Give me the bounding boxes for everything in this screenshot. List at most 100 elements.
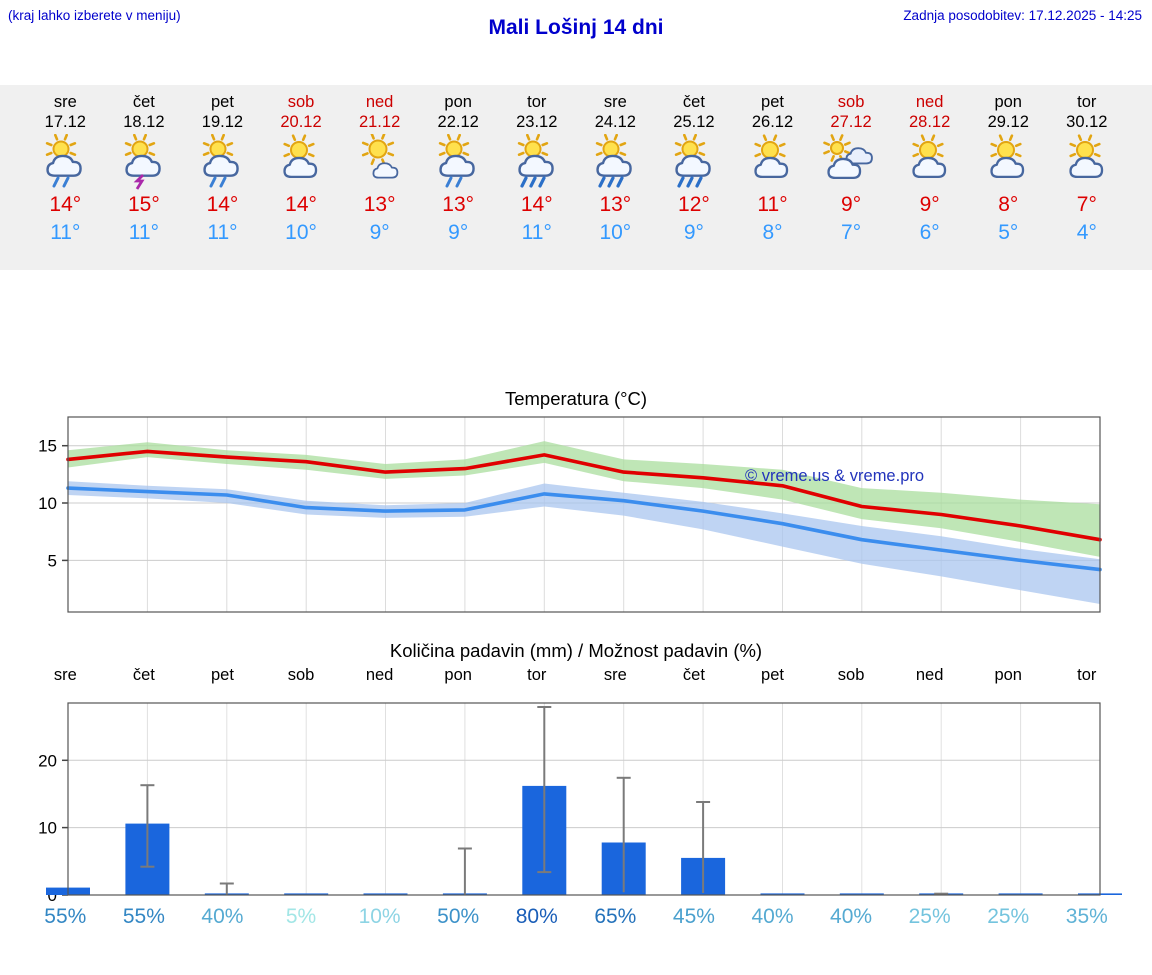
day-min-temp: 6°: [919, 221, 940, 244]
forecast-day: čet 18.12 15° 11°: [105, 93, 184, 270]
precip-probability: 25%: [908, 905, 951, 928]
day-name: tor: [1077, 93, 1097, 111]
day-date: 17.12: [44, 113, 86, 131]
day-date: 18.12: [123, 113, 165, 131]
rain-icon: [209, 176, 227, 188]
watermark: © vreme.us & vreme.pro: [745, 467, 924, 485]
sun-cloud-rain-icon: [183, 133, 262, 192]
day-max-temp: 14°: [520, 193, 553, 216]
cloud-icon: [439, 154, 475, 177]
day-date: 29.12: [987, 113, 1029, 131]
day-min-temp: 5°: [998, 221, 1019, 244]
precip-probability: 55%: [44, 905, 87, 928]
day-date: 26.12: [751, 113, 794, 131]
forecast-day: sre 24.12 13° 10°: [576, 93, 655, 270]
rain-icon: [598, 176, 624, 188]
sun-cloud-icon: [890, 134, 969, 192]
day-name: čet: [132, 93, 155, 111]
cloud-icon: [283, 156, 318, 179]
rain-icon: [677, 176, 703, 188]
cloud-icon: [1069, 156, 1103, 179]
precip-day-label: sre: [53, 666, 77, 684]
precip-probability: 40%: [830, 905, 873, 928]
day-date: 28.12: [909, 113, 951, 131]
precip-day-label: tor: [527, 666, 547, 684]
forecast-day: pon 29.12 8° 5°: [969, 93, 1048, 270]
day-min-temp: 9°: [448, 221, 469, 244]
day-date: 19.12: [201, 113, 244, 131]
day-min-temp: 9°: [369, 221, 390, 244]
day-max-temp: 7°: [1076, 193, 1097, 216]
precip-probability: 55%: [122, 905, 165, 928]
temperature-chart: 5 10 15 © vreme.us & vreme.pro: [38, 416, 1102, 613]
precip-day-label: čet: [132, 666, 155, 684]
day-name: pon: [444, 93, 472, 111]
day-max-temp: 14°: [285, 193, 317, 216]
day-min-temp: 11°: [128, 221, 159, 244]
precip-day-label: pet: [210, 666, 234, 684]
day-name: tor: [527, 93, 547, 111]
forecast-day: pet 26.12 11° 8°: [733, 93, 812, 270]
forecast-day: sre 17.12 14° 11°: [26, 93, 105, 270]
day-date: 27.12: [830, 113, 872, 131]
sun-small-cloud-icon: [340, 132, 419, 192]
day-max-temp: 13°: [599, 193, 632, 216]
day-min-temp: 11°: [50, 221, 81, 244]
day-date: 20.12: [280, 113, 322, 131]
day-name: ned: [365, 93, 394, 111]
temperature-chart-title: Temperatura (°C): [504, 388, 648, 409]
precip-day-label: pon: [444, 666, 472, 684]
day-name: ned: [915, 93, 944, 111]
cloud-icon: [675, 154, 711, 177]
sun-cloud-rain-icon: [419, 133, 498, 192]
rain-icon: [52, 176, 70, 188]
day-name: čet: [682, 93, 705, 111]
cloud-icon: [754, 156, 789, 179]
forecast-strip: sre 17.12 14° 11° čet 18.12 15° 11° pet 19.12 14° 1…: [0, 85, 1152, 270]
sun-icon: [361, 132, 394, 166]
weather-page: (kraj lahko izberete v meniju) Mali Loši…: [0, 8, 1152, 928]
cloud-icon: [125, 154, 161, 177]
sun-cloud-rain-icon: [26, 133, 105, 192]
svg-text:15: 15: [38, 437, 57, 456]
day-max-temp: 9°: [841, 193, 862, 216]
sun-cloud-icon: [262, 134, 341, 192]
day-date: 22.12: [437, 113, 479, 131]
sun-icon: [823, 134, 851, 162]
precip-day-label: sre: [603, 666, 627, 684]
sun-cloud-storm-icon: [105, 133, 184, 192]
forecast-day: čet 25.12 12° 9°: [655, 93, 734, 270]
precip-probability: 25%: [987, 905, 1030, 928]
rain-icon: [445, 176, 463, 188]
cloud-icon: [596, 154, 633, 177]
rain-icon: [520, 176, 546, 188]
forecast-day: tor 23.12 14° 11°: [497, 93, 576, 270]
day-max-temp: 14°: [49, 193, 82, 216]
day-min-temp: 11°: [207, 221, 238, 244]
day-min-temp: 4°: [1076, 221, 1097, 244]
cloudy-icon: [812, 134, 891, 192]
precip-day-labels: sre čet pet sob ned pon tor sre čet pet sob ned pon t…: [0, 666, 1152, 692]
precip-day-label: pet: [761, 666, 784, 684]
precip-probability: 40%: [751, 905, 794, 928]
menu-hint: (kraj lahko izberete v meniju): [8, 8, 181, 23]
day-date: 24.12: [594, 113, 636, 131]
day-min-temp: 10°: [285, 221, 317, 244]
day-min-temp: 10°: [599, 221, 632, 244]
forecast-day: pon 22.12 13° 9°: [419, 93, 498, 270]
precip-probability: 50%: [437, 905, 480, 928]
forecast-day: tor 30.12 7° 4°: [1048, 93, 1127, 270]
day-max-temp: 13°: [442, 193, 475, 216]
day-name: sre: [53, 93, 77, 111]
forecast-day: ned 21.12 13° 9°: [340, 93, 419, 270]
cloud-icon: [518, 154, 554, 177]
precipitation-chart: 01020: [38, 702, 1122, 903]
day-max-temp: 14°: [206, 193, 239, 216]
precip-probability: 80%: [515, 905, 558, 928]
sun-icon: [203, 133, 234, 165]
day-date: 23.12: [516, 113, 558, 131]
sun-cloud-icon: [1048, 134, 1127, 192]
day-name: pet: [210, 93, 234, 111]
forecast-day: sob 27.12 9° 7°: [812, 93, 891, 270]
day-max-temp: 11°: [757, 193, 788, 216]
